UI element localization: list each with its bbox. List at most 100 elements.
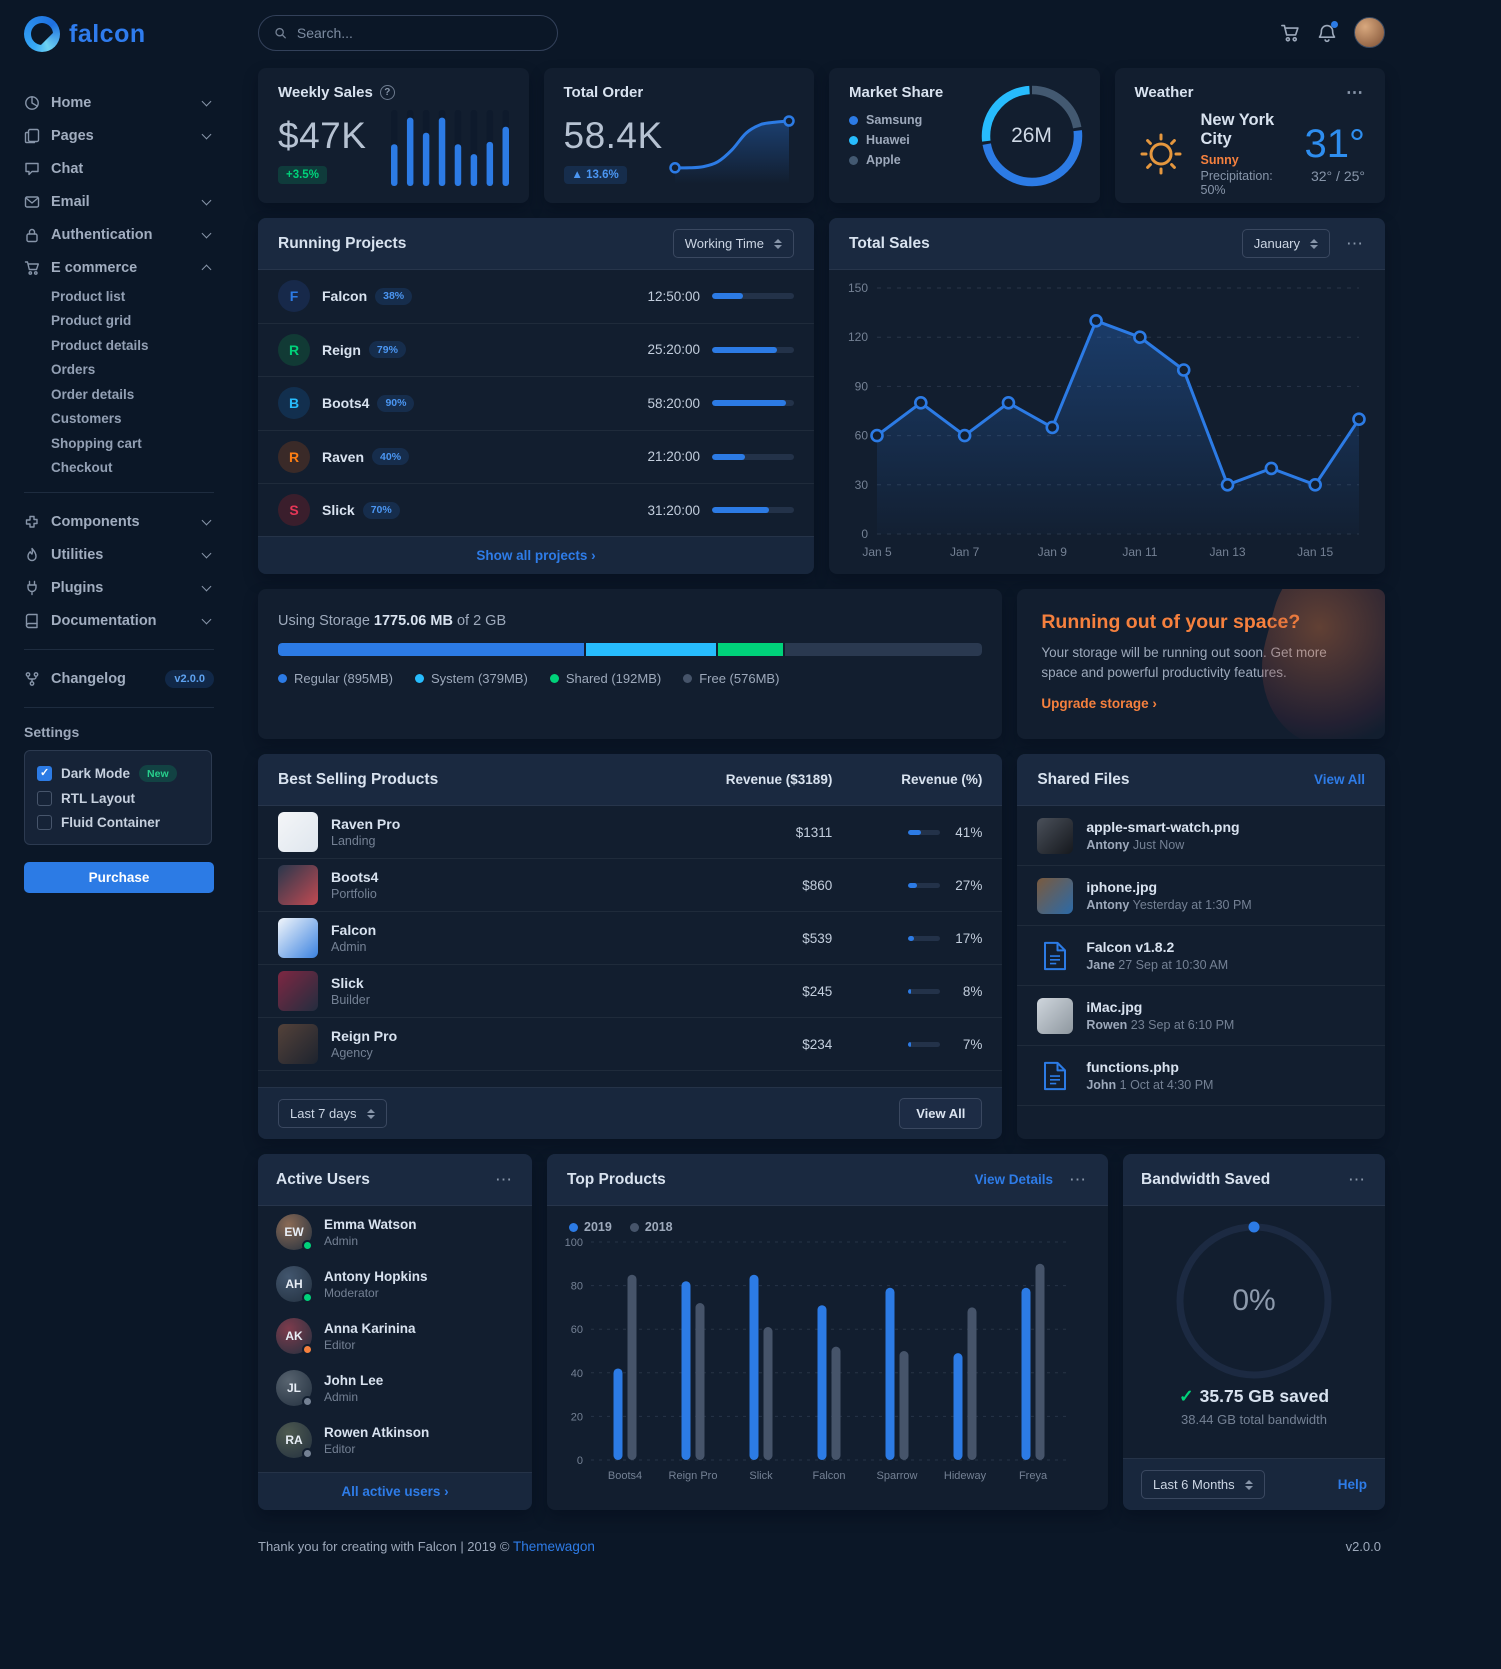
search-input[interactable] [294,23,542,42]
project-row-boots4[interactable]: B Boots4 90% 58:20:00 [258,377,814,431]
upgrade-storage-link[interactable]: Upgrade storage › [1041,695,1157,711]
checkbox[interactable] [37,815,52,830]
product-row-falcon[interactable]: Falcon Admin $539 17% [258,912,1003,965]
search-box[interactable] [258,14,558,51]
more-menu-icon[interactable]: ⋯ [1348,1170,1367,1189]
user-text: Emma Watson Admin [324,1217,417,1248]
sidebar-item-label: Plugins [51,579,104,596]
sidebar-item-pages[interactable]: Pages [24,119,214,152]
sidebar-subitem-checkout[interactable]: Checkout [51,460,113,476]
file-row-apple-smart-watch-png[interactable]: apple-smart-watch.png Antony Just Now [1017,806,1385,866]
themewagon-link[interactable]: Themewagon [513,1539,595,1554]
storage-usage-bar [278,643,983,656]
project-name-wrap: Boots4 90% [322,394,616,412]
checkbox[interactable] [37,791,52,806]
file-row-imac-jpg[interactable]: iMac.jpg Rowen 23 Sep at 6:10 PM [1017,986,1385,1046]
sidebar-item-authentication[interactable]: Authentication [24,218,214,251]
notifications-bell-icon[interactable] [1317,20,1338,43]
project-time: 12:50:00 [647,288,700,304]
cart-icon[interactable] [1280,23,1300,43]
user-role: Editor [324,1337,356,1352]
revenue-percent-label: 8% [962,983,983,999]
svg-text:90: 90 [855,379,869,393]
status-dot [302,1292,313,1303]
setting-dark-mode[interactable]: Dark Mode New [37,765,199,782]
project-row-falcon[interactable]: F Falcon 38% 12:50:00 [258,270,814,324]
sidebar-item-email[interactable]: Email [24,185,214,218]
sidebar-subitem-product-grid[interactable]: Product grid [51,313,132,329]
project-progress-bar [712,293,794,300]
help-link[interactable]: Help [1337,1477,1367,1492]
total-order-value: 58.4K [563,115,663,156]
help-icon[interactable]: ? [379,85,395,100]
view-details-link[interactable]: View Details [974,1172,1053,1187]
user-row-rowen-atkinson[interactable]: RA Rowen Atkinson Editor [258,1414,532,1466]
project-row-raven[interactable]: R Raven 40% 21:20:00 [258,431,814,484]
chart-pie-icon [24,95,40,111]
user-row-anna-karinina[interactable]: AK Anna Karinina Editor [258,1310,532,1362]
more-menu-icon[interactable]: ⋯ [1069,1170,1088,1189]
sidebar-item-e-commerce[interactable]: E commerce [24,251,214,284]
product-row-raven-pro[interactable]: Raven Pro Landing $1311 41% [258,806,1003,859]
setting-fluid-container[interactable]: Fluid Container [37,815,199,830]
svg-text:Falcon: Falcon [812,1470,845,1482]
top-products-title: Top Products [567,1170,666,1188]
bandwidth-gauge-chart: 0% [1164,1216,1344,1386]
show-all-projects-link[interactable]: Show all projects › [476,548,596,563]
file-row-iphone-jpg[interactable]: iphone.jpg Antony Yesterday at 1:30 PM [1017,866,1385,926]
sidebar-subitem-orders[interactable]: Orders [51,362,96,378]
setting-rtl-layout[interactable]: RTL Layout [37,791,199,806]
sidebar-item-label: Email [51,193,90,210]
user-row-antony-hopkins[interactable]: AH Antony Hopkins Moderator [258,1258,532,1310]
svg-text:Boots4: Boots4 [608,1470,642,1482]
sidebar-subitem-product-list[interactable]: Product list [51,288,126,304]
sidebar-subitem-customers[interactable]: Customers [51,411,122,427]
product-revenue: $1311 [795,824,833,840]
storage-segment-3 [785,643,983,656]
sidebar-item-plugins[interactable]: Plugins [24,571,214,604]
sidebar-item-home[interactable]: Home [24,86,214,119]
sidebar-item-chat[interactable]: Chat [24,152,214,185]
sidebar-item-components[interactable]: Components [24,505,214,538]
product-revenue: $860 [802,877,833,893]
project-progress-bar [712,346,794,353]
sidebar-item-documentation[interactable]: Documentation [24,604,214,637]
legend-label: Samsung [866,113,923,127]
user-row-john-lee[interactable]: JL John Lee Admin [258,1362,532,1414]
sidebar-item-changelog[interactable]: Changelog v2.0.0 [24,662,214,695]
brand-logo[interactable]: falcon [24,16,214,52]
more-menu-icon[interactable]: ⋯ [495,1170,514,1189]
product-row-boots4[interactable]: Boots4 Portfolio $860 27% [258,859,1003,912]
more-menu-icon[interactable]: ⋯ [1346,234,1365,253]
sidebar-subitem-shopping-cart[interactable]: Shopping cart [51,435,142,451]
project-row-slick[interactable]: S Slick 70% 31:20:00 [258,484,814,538]
file-row-functions-php[interactable]: functions.php John 1 Oct at 4:30 PM [1017,1046,1385,1106]
working-time-dropdown[interactable]: Working Time [672,229,794,258]
all-active-users-link[interactable]: All active users › [341,1484,449,1499]
user-avatar[interactable] [1354,17,1385,48]
svg-text:Freya: Freya [1019,1470,1048,1482]
product-row-reign-pro[interactable]: Reign Pro Agency $234 7% [258,1018,1003,1071]
user-avatar: AK [276,1318,313,1355]
checkbox[interactable] [37,766,52,781]
svg-text:Jan 5: Jan 5 [862,545,892,559]
project-row-reign[interactable]: R Reign 79% 25:20:00 [258,324,814,377]
file-row-falcon-v1-8-2[interactable]: Falcon v1.8.2 Jane 27 Sep at 10:30 AM [1017,926,1385,986]
product-percent-cell: 7% [832,1037,982,1052]
total-order-line-chart [666,106,798,189]
user-text: Anna Karinina Editor [324,1321,416,1352]
product-row-slick[interactable]: Slick Builder $245 8% [258,965,1003,1018]
sidebar-item-utilities[interactable]: Utilities [24,538,214,571]
month-dropdown[interactable]: January [1241,229,1330,258]
more-menu-icon[interactable]: ⋯ [1346,83,1365,102]
months-range-dropdown[interactable]: Last 6 Months [1141,1470,1265,1499]
view-all-button[interactable]: View All [899,1098,983,1129]
search-icon [275,27,286,38]
sidebar: falcon Home Pages Chat Email Authentication E… [0,0,230,1669]
user-row-emma-watson[interactable]: EW Emma Watson Admin [258,1206,532,1258]
shared-files-view-all-link[interactable]: View All [1313,772,1365,787]
sidebar-subitem-product-details[interactable]: Product details [51,337,149,353]
purchase-button[interactable]: Purchase [24,862,214,893]
range-dropdown[interactable]: Last 7 days [278,1099,387,1128]
sidebar-subitem-order-details[interactable]: Order details [51,386,135,402]
